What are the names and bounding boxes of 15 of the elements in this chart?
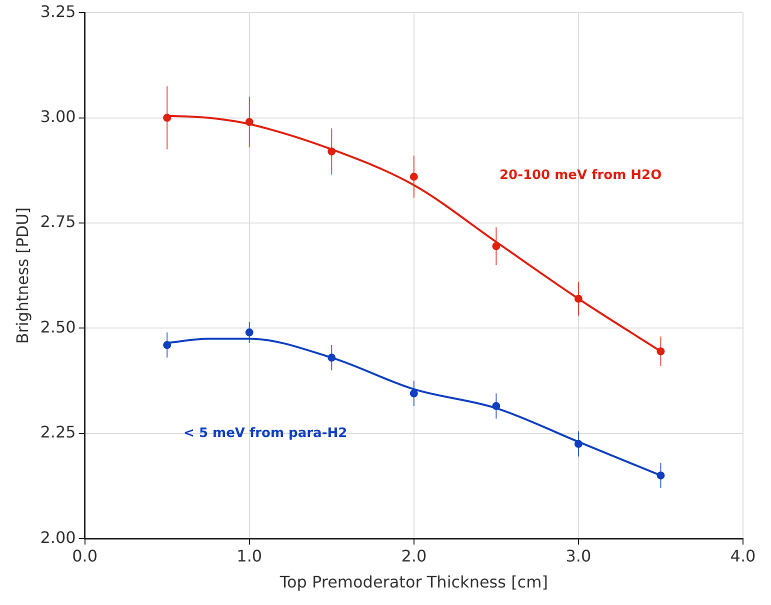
- x-tick-label: 4.0: [730, 546, 756, 566]
- y-tick-label: 2.50: [40, 317, 76, 336]
- x-axis-title: Top Premoderator Thickness [cm]: [278, 572, 548, 592]
- y-tick-label: 2.00: [40, 528, 76, 547]
- text: 20-100 meV from H2O: [499, 168, 662, 184]
- x-tick-label: 2.0: [401, 546, 427, 566]
- y-tick-label: 3.00: [40, 106, 76, 126]
- y-tick-label: 3.25: [40, 2, 76, 21]
- x-tick-label: 3.0: [566, 546, 592, 566]
- x-tick-label: 1.0: [236, 546, 262, 566]
- text: < 5 meV from para-H2: [184, 426, 348, 441]
- y-axis-title: Brightness [PDU]: [12, 207, 32, 344]
- x-tick-label: 0.0: [72, 546, 98, 566]
- y-tick-label: 2.75: [40, 212, 76, 232]
- y-tick-label: 2.25: [40, 422, 76, 442]
